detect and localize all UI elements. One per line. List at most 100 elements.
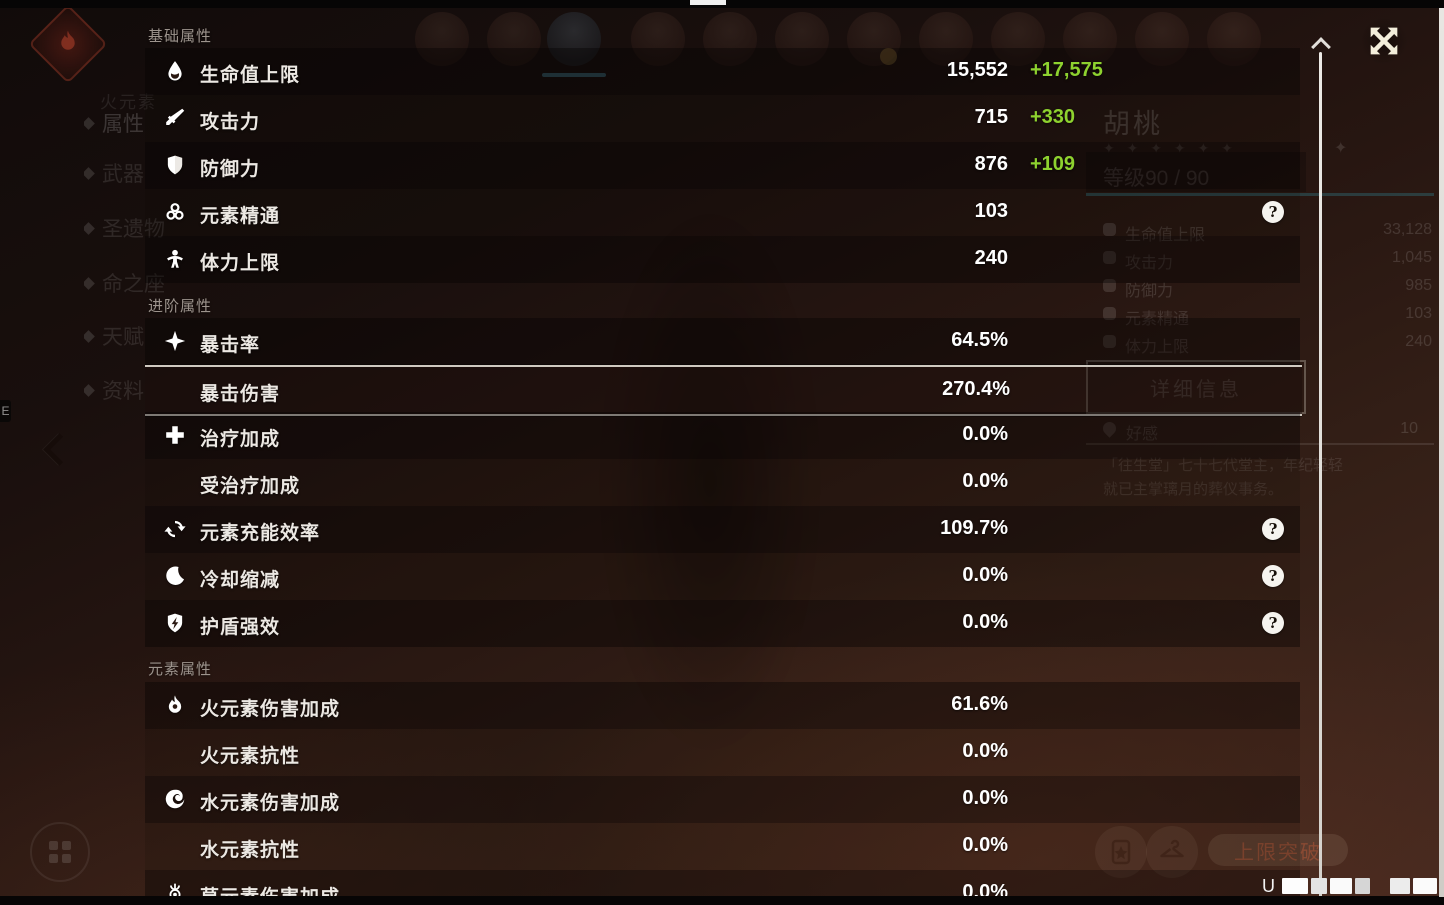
character-avatar[interactable] [415, 12, 469, 66]
character-avatar[interactable] [703, 12, 757, 66]
close-button[interactable] [1360, 17, 1408, 65]
diamond-bullet-icon [84, 221, 95, 235]
pyro-icon [164, 694, 186, 716]
bg-stat-row: 攻击力 1,045 [1103, 246, 1434, 272]
uid-censored: U [1262, 874, 1437, 898]
character-card-button[interactable] [1095, 826, 1147, 878]
stat-row-crit-rate[interactable]: 暴击率 64.5% [145, 318, 1300, 365]
section-title: 元素属性 [148, 661, 213, 678]
character-avatar[interactable] [487, 12, 541, 66]
section-title: 进阶属性 [148, 298, 213, 315]
diamond-bullet-icon [84, 383, 95, 397]
menu-item-constellation[interactable]: 命之座 [84, 268, 165, 298]
attributes-overlay: 基础属性 生命值上限 15,552 +17,575 攻击力 715 +330 防… [145, 8, 1302, 897]
character-description: 「往生堂」七十七代堂主，年纪轻轻 就已主掌璃月的葬仪事务。 [1103, 457, 1344, 498]
pyro-flame-icon [56, 29, 80, 53]
close-icon [1370, 27, 1398, 55]
stat-row-max-hp[interactable]: 生命值上限 15,552 +17,575 [145, 48, 1300, 95]
bottom-letterbox-bar [0, 896, 1444, 905]
bonus-value: +330 [1030, 106, 1076, 128]
right-edge-scrollbar[interactable] [1439, 8, 1444, 897]
diamond-bullet-icon [84, 276, 95, 290]
hp-icon [164, 60, 186, 82]
atk-icon [164, 107, 186, 129]
menu-item-talents[interactable]: 天赋 [84, 321, 144, 351]
element-label: 火元素 [100, 93, 157, 112]
energy-recharge-icon [164, 518, 186, 540]
pyro-emblem [28, 4, 108, 84]
stat-row-energy-recharge[interactable]: 元素充能效率 109.7% ? [145, 506, 1300, 553]
outfit-hanger-button[interactable] [1146, 826, 1198, 878]
ascension-ready-badge [880, 48, 897, 65]
stat-row-dendro-dmg-bonus[interactable]: 草元素伤害加成 0.0% [145, 870, 1300, 897]
menu-item-profile[interactable]: 资料 [84, 375, 144, 405]
stat-row-def[interactable]: 防御力 876 +109 [145, 142, 1300, 189]
bg-stat-row: 元素精通 103 [1103, 302, 1434, 328]
stat-row-max-stamina[interactable]: 体力上限 240 [145, 236, 1300, 283]
character-avatar[interactable] [775, 12, 829, 66]
character-avatar[interactable] [1063, 12, 1117, 66]
menu-item-artifacts[interactable]: 圣遗物 [84, 213, 165, 243]
help-icon[interactable]: ? [1262, 201, 1284, 223]
rarity-stars: ✦ ✦ ✦ ✦ ✦ ✦ [1103, 140, 1237, 156]
diamond-bullet-icon [84, 166, 95, 180]
sparkle-icon: ✦ [1334, 140, 1348, 157]
menu-item-weapon[interactable]: 武器 [84, 158, 144, 188]
stat-row-elemental-mastery[interactable]: 元素精通 103 ? [145, 189, 1300, 236]
friendship-row: 好感 10 [1086, 418, 1426, 443]
elemental-mastery-icon [1103, 307, 1116, 320]
bg-stat-row: 防御力 985 [1103, 274, 1434, 300]
def-icon [1103, 279, 1116, 292]
elemental-mastery-icon [164, 201, 186, 223]
scrollbar[interactable] [1319, 52, 1322, 905]
stat-row-crit-dmg[interactable]: 暴击伤害 270.4% [145, 365, 1302, 416]
section-title: 基础属性 [148, 28, 213, 45]
selected-avatar-underline [542, 73, 606, 77]
help-icon[interactable]: ? [1262, 565, 1284, 587]
bonus-value: +17,575 [1030, 59, 1103, 81]
stat-row-atk[interactable]: 攻击力 715 +330 [145, 95, 1300, 142]
character-avatar[interactable] [1207, 12, 1261, 66]
character-avatar[interactable] [991, 12, 1045, 66]
stat-row-pyro-dmg-bonus[interactable]: 火元素伤害加成 61.6% [145, 682, 1300, 729]
character-avatar[interactable] [919, 12, 973, 66]
character-avatar-selected[interactable] [547, 12, 601, 66]
character-name: 胡桃 [1103, 109, 1163, 139]
menu-grid-button[interactable] [30, 822, 90, 882]
stat-row-incoming-healing-bonus[interactable]: 受治疗加成 0.0% [145, 459, 1300, 506]
bg-stat-row: 体力上限 240 [1103, 330, 1434, 356]
divider [1086, 443, 1434, 445]
stat-row-shield-strength[interactable]: 护盾强效 0.0% ? [145, 600, 1300, 647]
character-silhouette [560, 140, 860, 900]
ascend-button[interactable]: 上限突破 [1208, 834, 1348, 866]
healing-bonus-icon [164, 424, 186, 446]
stat-row-hydro-res[interactable]: 水元素抗性 0.0% [145, 823, 1300, 870]
crit-rate-icon [164, 330, 186, 352]
details-button[interactable]: 详细信息 [1086, 360, 1306, 414]
hydro-icon [164, 788, 186, 810]
character-avatar[interactable] [847, 12, 901, 66]
stat-row-hydro-dmg-bonus[interactable]: 水元素伤害加成 0.0% [145, 776, 1300, 823]
stat-row-healing-bonus[interactable]: 治疗加成 0.0% [145, 412, 1300, 459]
character-menu: 属性 武器 圣遗物 命之座 天赋 资料 [84, 100, 168, 420]
def-icon [164, 154, 186, 176]
character-level: 等级90 / 90 [1103, 167, 1210, 190]
divider [1086, 193, 1434, 196]
cooldown-icon [164, 565, 186, 587]
menu-item-attributes[interactable]: 属性 [84, 108, 144, 138]
stat-row-cd-reduction[interactable]: 冷却缩减 0.0% ? [145, 553, 1300, 600]
character-avatar[interactable] [1135, 12, 1189, 66]
level-band [1086, 152, 1306, 192]
top-sliver [690, 0, 726, 5]
diamond-bullet-icon [84, 329, 95, 343]
help-icon[interactable]: ? [1262, 518, 1284, 540]
edge-tag: E [0, 400, 11, 422]
help-icon[interactable]: ? [1262, 612, 1284, 634]
hp-icon [1103, 223, 1116, 236]
character-avatar[interactable] [631, 12, 685, 66]
previous-character-arrow-icon[interactable] [43, 433, 76, 466]
stat-row-pyro-res[interactable]: 火元素抗性 0.0% [145, 729, 1300, 776]
bg-stat-row: 生命值上限 33,128 [1103, 218, 1434, 244]
